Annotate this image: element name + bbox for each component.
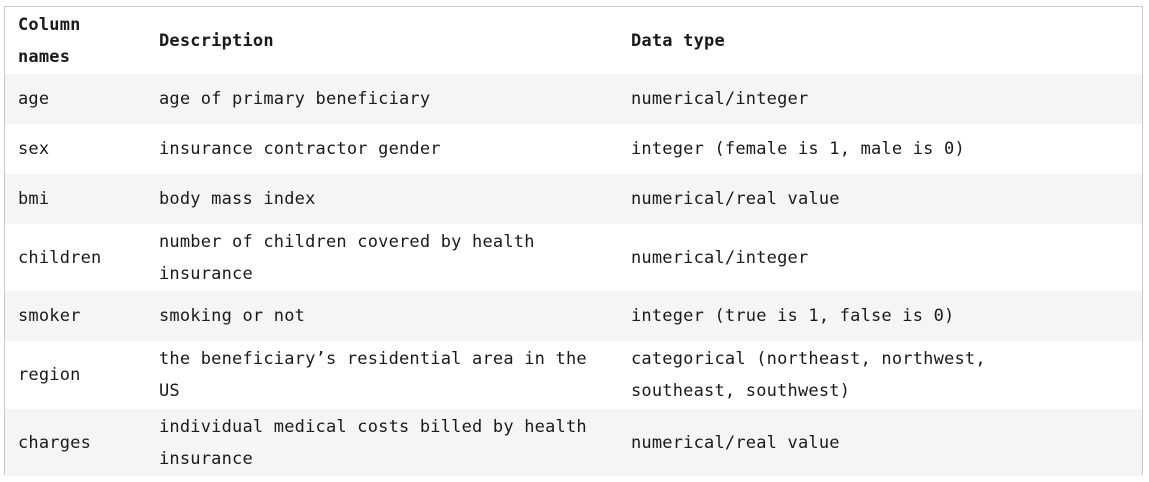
cell-data-type: integer (female is 1, male is 0) [618, 124, 1142, 174]
header-row: Column names Description Data type [5, 7, 1142, 74]
table-frame: Column names Description Data type age a… [4, 6, 1143, 476]
table-row: smoker smoking or not integer (true is 1… [5, 291, 1142, 341]
cell-column-name: age [5, 74, 146, 124]
cell-description: age of primary beneficiary [146, 74, 618, 124]
cell-data-type: numerical/real value [618, 174, 1142, 224]
table-row: age age of primary beneficiary numerical… [5, 74, 1142, 124]
cell-description: the beneficiary’s residential area in th… [146, 341, 618, 409]
cell-description: body mass index [146, 174, 618, 224]
cell-description-text: individual medical costs billed by healt… [159, 416, 587, 469]
table-row: children number of children covered by h… [5, 224, 1142, 291]
header-description: Description [146, 7, 618, 74]
cell-description-text: number of children covered by health ins… [159, 231, 535, 284]
table-row: region the beneficiary’s residential are… [5, 341, 1142, 409]
cell-data-type: categorical (northeast, northwest, south… [618, 341, 1142, 409]
cell-description: smoking or not [146, 291, 618, 341]
columns-table: Column names Description Data type age a… [5, 7, 1142, 476]
header-data-type: Data type [618, 7, 1142, 74]
header-column-names: Column names [5, 7, 146, 74]
table-row: sex insurance contractor gender integer … [5, 124, 1142, 174]
header-data-type-text: Data type [631, 30, 725, 51]
cell-description-text: the beneficiary’s residential area in th… [159, 349, 587, 401]
cell-column-name: children [5, 224, 146, 291]
cell-column-name: charges [5, 409, 146, 476]
cell-data-type: numerical/integer [618, 74, 1142, 124]
cell-description: number of children covered by health ins… [146, 224, 618, 291]
cell-data-type: numerical/integer [618, 224, 1142, 291]
cell-column-name: sex [5, 124, 146, 174]
table-row: bmi body mass index numerical/real value [5, 174, 1142, 224]
cell-data-type: numerical/real value [618, 409, 1142, 476]
cell-column-name: smoker [5, 291, 146, 341]
cell-description: individual medical costs billed by healt… [146, 409, 618, 476]
table-row: charges individual medical costs billed … [5, 409, 1142, 476]
header-description-text: Description [159, 30, 274, 51]
cell-data-type-text: categorical (northeast, northwest, south… [631, 349, 986, 401]
cell-data-type: integer (true is 1, false is 0) [618, 291, 1142, 341]
cell-column-name: region [5, 341, 146, 409]
header-column-names-text: Column names [18, 14, 81, 67]
cell-description: insurance contractor gender [146, 124, 618, 174]
cell-column-name: bmi [5, 174, 146, 224]
